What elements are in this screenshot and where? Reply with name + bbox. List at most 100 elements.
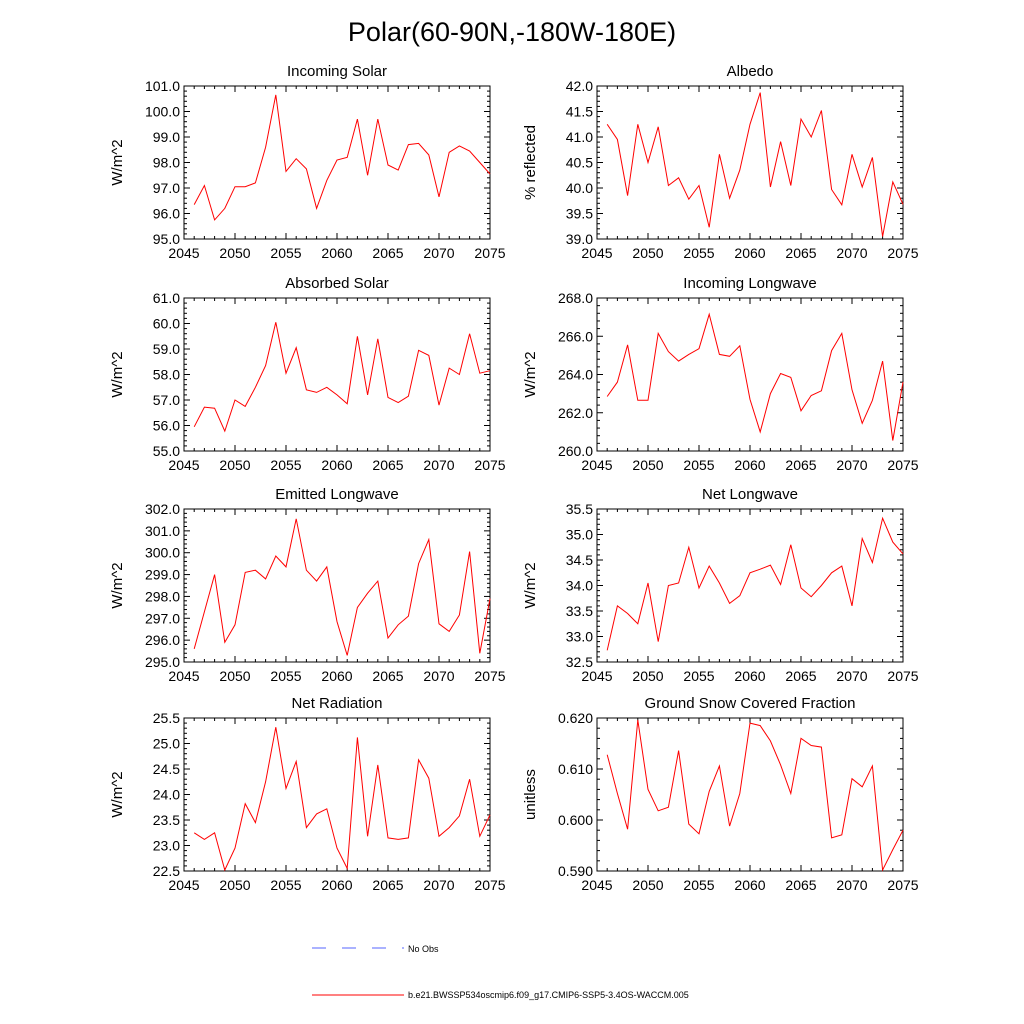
tick-marks (596, 717, 904, 872)
tick-marks (183, 297, 491, 452)
legend: No Obs b.e21.BWSSP534oscmip6.f09_g17.CMIP… (312, 944, 689, 1000)
panel-title: Net Longwave (702, 486, 798, 503)
y-tick-label: 39.0 (566, 231, 593, 247)
y-axis-label: unitless (522, 769, 539, 820)
x-tick-label: 2055 (683, 877, 714, 893)
x-tick-label: 2055 (270, 668, 301, 684)
series-line (606, 312, 904, 441)
y-tick-label: 298.0 (145, 588, 180, 604)
panel-title: Net Radiation (292, 695, 383, 712)
x-tick-label: 2045 (168, 877, 199, 893)
y-tick-label: 57.0 (153, 392, 180, 408)
y-axis-label: W/m^2 (522, 351, 539, 397)
y-axis-label: W/m^2 (522, 562, 539, 608)
y-tick-label: 41.0 (566, 129, 593, 145)
x-tick-label: 2075 (887, 457, 918, 473)
y-tick-label: 41.5 (566, 104, 593, 120)
x-tick-label: 2060 (321, 877, 352, 893)
y-tick-label: 296.0 (145, 632, 180, 648)
x-tick-label: 2070 (423, 245, 454, 261)
x-tick-label: 2065 (372, 457, 403, 473)
y-tick-label: 61.0 (153, 290, 180, 306)
panel-title: Incoming Solar (287, 63, 387, 80)
x-tick-label: 2045 (581, 668, 612, 684)
y-tick-label: 35.0 (566, 527, 593, 543)
y-axis-label: W/m^2 (109, 351, 126, 397)
x-tick-label: 2050 (219, 668, 250, 684)
y-tick-label: 25.0 (153, 736, 180, 752)
x-tick-label: 2050 (632, 245, 663, 261)
series-line (193, 727, 491, 872)
tick-marks (183, 85, 491, 240)
panel-albedo: Albedo % reflected 2045 2050 2055 2060 2065 207… (522, 63, 919, 261)
y-tick-label: 39.5 (566, 206, 593, 222)
x-tick-label: 2045 (581, 457, 612, 473)
series-line (193, 518, 491, 656)
x-tick-label: 2070 (423, 877, 454, 893)
panels: Incoming Solar W/m^2 2045 2050 2055 2060 2065 2… (109, 63, 919, 893)
x-tick-label: 2060 (734, 668, 765, 684)
x-tick-label: 2050 (632, 877, 663, 893)
panel-title: Emitted Longwave (275, 486, 398, 503)
panel-emitted-longwave: Emitted Longwave W/m^2 2045 2050 2055 2060 206… (109, 486, 506, 684)
y-tick-label: 42.0 (566, 78, 593, 94)
x-tick-label: 2070 (836, 668, 867, 684)
y-tick-label: 96.0 (153, 206, 180, 222)
y-tick-label: 264.0 (558, 367, 593, 383)
y-tick-label: 23.0 (153, 838, 180, 854)
x-tick-label: 2050 (219, 245, 250, 261)
plot-frame (183, 297, 491, 452)
y-tick-label: 98.0 (153, 155, 180, 171)
tick-marks (596, 508, 904, 663)
plot-frame (596, 508, 904, 663)
x-tick-label: 2050 (632, 668, 663, 684)
series-line (606, 516, 904, 651)
x-tick-label: 2075 (887, 877, 918, 893)
tick-marks (183, 508, 491, 663)
y-tick-label: 300.0 (145, 545, 180, 561)
panel-net-radiation: Net Radiation W/m^2 2045 2050 2055 2060 2065 20… (109, 695, 506, 893)
y-tick-label: 0.590 (558, 863, 593, 879)
x-tick-label: 2060 (321, 245, 352, 261)
series-line (606, 92, 904, 237)
x-tick-label: 2060 (734, 457, 765, 473)
x-tick-label: 2075 (474, 245, 505, 261)
x-tick-label: 2065 (785, 668, 816, 684)
y-tick-label: 35.5 (566, 501, 593, 517)
x-tick-label: 2050 (219, 457, 250, 473)
x-tick-label: 2065 (372, 877, 403, 893)
x-tick-label: 2045 (168, 457, 199, 473)
x-tick-label: 2045 (581, 877, 612, 893)
x-tick-label: 2045 (581, 245, 612, 261)
series-line (606, 719, 904, 872)
y-tick-label: 58.0 (153, 367, 180, 383)
panel-incoming-solar: Incoming Solar W/m^2 2045 2050 2055 2060 2065 2… (109, 63, 506, 261)
legend-label: b.e21.BWSSP534oscmip6.f09_g17.CMIP6-SSP5… (408, 990, 689, 1000)
y-tick-label: 40.5 (566, 155, 593, 171)
plot-frame (183, 85, 491, 240)
y-tick-label: 56.0 (153, 418, 180, 434)
panel-title: Albedo (727, 63, 774, 80)
y-tick-label: 33.5 (566, 603, 593, 619)
panel-incoming-longwave: Incoming Longwave W/m^2 2045 2050 2055 2060 20… (522, 275, 919, 473)
plot-frame (183, 508, 491, 663)
y-tick-label: 100.0 (145, 104, 180, 120)
x-tick-label: 2055 (683, 457, 714, 473)
y-tick-label: 59.0 (153, 341, 180, 357)
legend-item-no-obs: No Obs (312, 944, 439, 954)
x-tick-label: 2045 (168, 668, 199, 684)
x-tick-label: 2050 (219, 877, 250, 893)
y-tick-label: 40.0 (566, 180, 593, 196)
y-tick-label: 299.0 (145, 567, 180, 583)
x-tick-label: 2075 (474, 877, 505, 893)
x-tick-label: 2070 (423, 668, 454, 684)
x-tick-label: 2050 (632, 457, 663, 473)
y-tick-label: 99.0 (153, 129, 180, 145)
x-tick-label: 2055 (270, 245, 301, 261)
y-tick-label: 97.0 (153, 180, 180, 196)
legend-item-model-run: b.e21.BWSSP534oscmip6.f09_g17.CMIP6-SSP5… (312, 990, 689, 1000)
legend-label: No Obs (408, 944, 439, 954)
x-tick-label: 2055 (270, 457, 301, 473)
y-tick-label: 266.0 (558, 328, 593, 344)
